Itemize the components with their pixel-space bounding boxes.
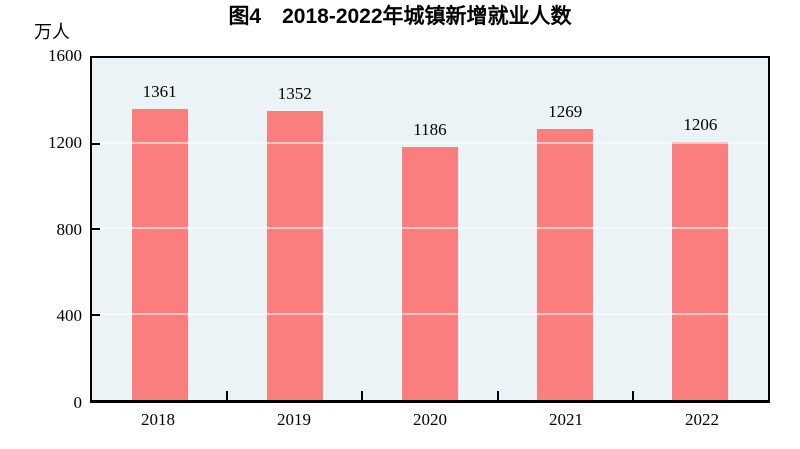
x-tick-label: 2022 [685,410,719,429]
bar-slot: 1206 [633,58,768,400]
y-tick-label: 0 [73,393,83,412]
bar-2021 [537,128,594,400]
x-tick-label: 2021 [549,410,583,429]
x-tick-label: 2020 [413,410,447,429]
bar-slot: 1361 [92,58,227,400]
plot-area: 1361 1352 1186 1269 1206 [90,56,770,403]
bar-slot: 1186 [362,58,497,400]
x-axis-labels: 2018 2019 2020 2021 2022 [90,409,770,433]
bar-value-label: 1269 [548,101,583,121]
bar-2020 [401,146,458,400]
y-tick-label: 1600 [48,46,82,65]
y-axis-labels: 0 400 800 1200 1600 [0,46,83,412]
bar-value-label: 1186 [413,119,447,139]
bar-series: 1361 1352 1186 1269 1206 [92,58,768,400]
y-tick-label: 400 [56,306,83,326]
x-tick-label: 2019 [277,410,311,429]
bar-2022 [672,142,729,400]
y-tick-label: 800 [56,219,83,239]
y-tick-label: 1200 [48,132,82,152]
bar-2019 [266,111,323,400]
bar-slot: 1352 [227,58,362,400]
bar-2018 [131,109,188,400]
bar-value-label: 1352 [277,84,312,104]
y-axis-unit-label: 万人 [34,22,70,42]
bar-slot: 1269 [498,58,633,400]
x-tick-label: 2018 [141,410,175,429]
bar-value-label: 1361 [142,82,177,102]
chart-title: 图4 2018-2022年城镇新增就业人数 [228,5,572,28]
bar-value-label: 1206 [683,115,718,135]
